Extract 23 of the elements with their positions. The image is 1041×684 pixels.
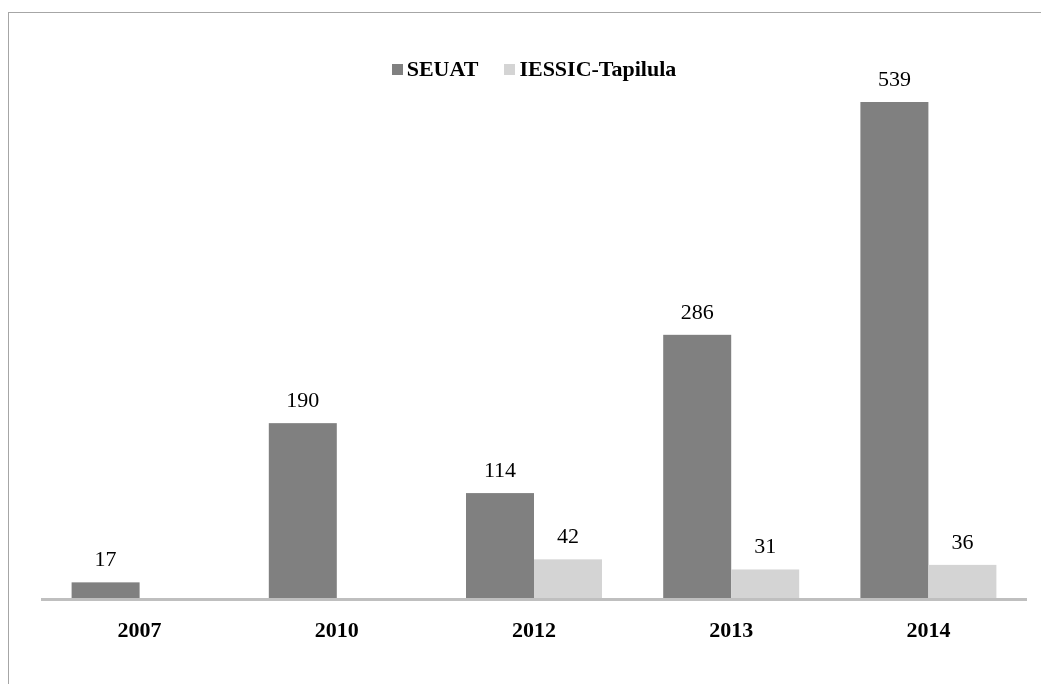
data-label: 286 <box>680 298 714 324</box>
bar <box>466 493 534 598</box>
legend-label: IESSIC-Tapilula <box>519 56 677 82</box>
bar <box>731 569 800 598</box>
legend-label: SEUAT <box>406 56 479 82</box>
bar <box>268 423 337 598</box>
bar <box>928 564 997 598</box>
bar <box>534 559 602 598</box>
x-tick-label: 2013 <box>709 617 754 642</box>
data-label: 539 <box>877 66 911 91</box>
data-label: 190 <box>286 387 320 413</box>
data-label: 17 <box>94 546 117 572</box>
x-tick-label: 2012 <box>512 617 556 642</box>
x-tick-label: 2007 <box>117 617 162 642</box>
bar <box>860 102 929 598</box>
x-tick-label: 2014 <box>906 617 951 642</box>
data-label: 114 <box>483 457 517 483</box>
bar <box>71 582 140 598</box>
bar <box>663 334 732 598</box>
data-label: 36 <box>951 528 974 554</box>
x-tick-label: 2010 <box>314 617 359 642</box>
data-label: 42 <box>557 523 579 549</box>
data-label: 31 <box>754 533 777 559</box>
